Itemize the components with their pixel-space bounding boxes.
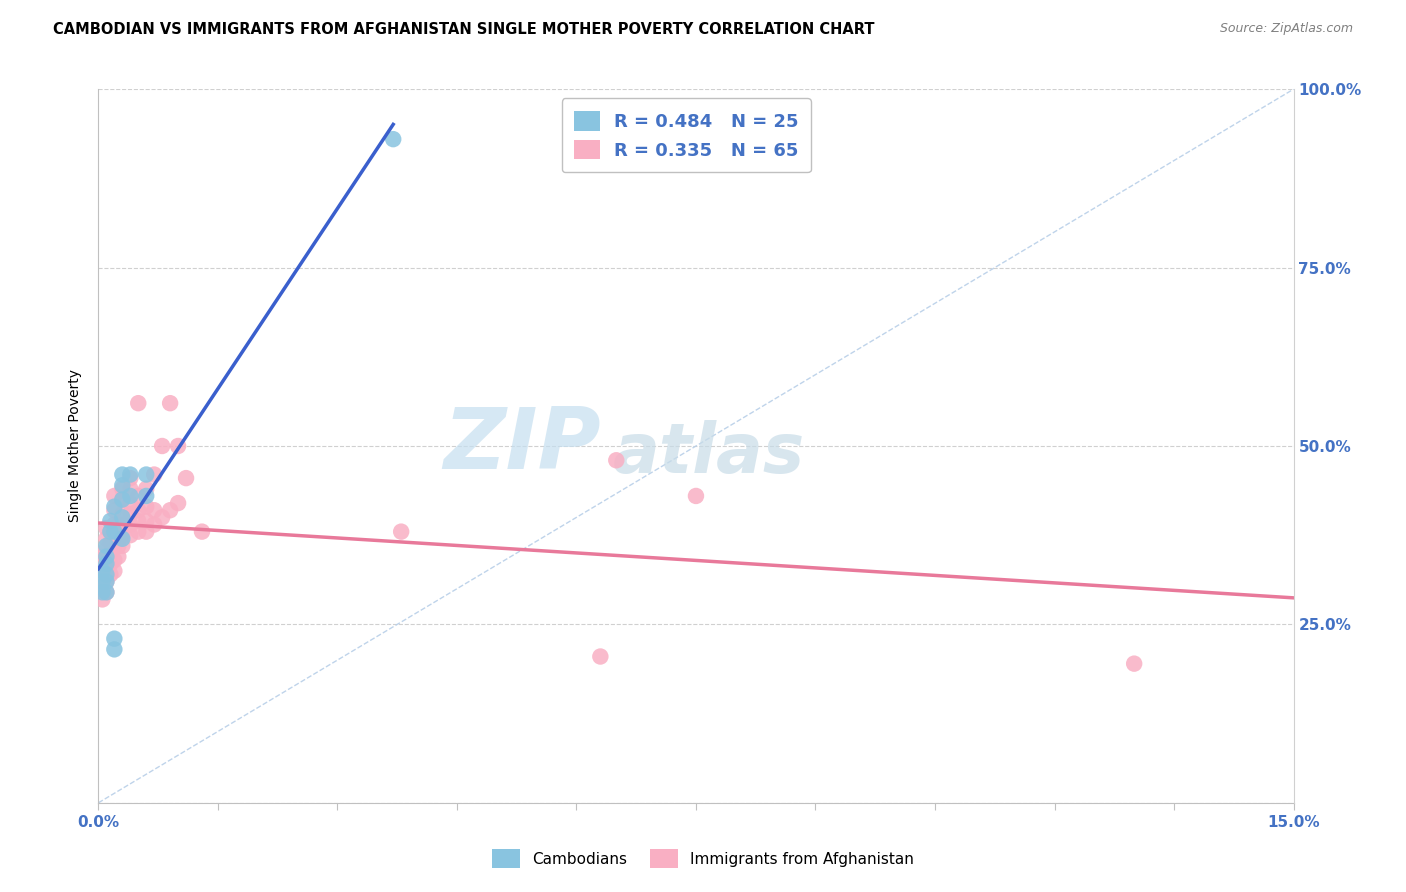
- Point: [382, 132, 405, 146]
- Point: [150, 439, 173, 453]
- Point: [103, 524, 125, 539]
- Point: [120, 467, 142, 482]
- Point: [98, 535, 122, 549]
- Point: [96, 585, 118, 599]
- Point: [111, 492, 134, 507]
- Point: [98, 546, 122, 560]
- Point: [111, 528, 134, 542]
- Point: [111, 517, 134, 532]
- Point: [143, 467, 166, 482]
- Point: [96, 542, 118, 557]
- Point: [91, 560, 114, 574]
- Text: Source: ZipAtlas.com: Source: ZipAtlas.com: [1219, 22, 1353, 36]
- Point: [98, 524, 122, 539]
- Point: [103, 642, 125, 657]
- Point: [120, 507, 142, 521]
- Point: [111, 478, 134, 492]
- Text: CAMBODIAN VS IMMIGRANTS FROM AFGHANISTAN SINGLE MOTHER POVERTY CORRELATION CHART: CAMBODIAN VS IMMIGRANTS FROM AFGHANISTAN…: [53, 22, 875, 37]
- Point: [174, 471, 197, 485]
- Point: [389, 524, 412, 539]
- Point: [150, 510, 173, 524]
- Legend: Cambodians, Immigrants from Afghanistan: Cambodians, Immigrants from Afghanistan: [486, 843, 920, 874]
- Point: [135, 467, 157, 482]
- Point: [96, 585, 118, 599]
- Point: [103, 564, 125, 578]
- Point: [135, 524, 157, 539]
- Y-axis label: Single Mother Poverty: Single Mother Poverty: [69, 369, 83, 523]
- Point: [96, 567, 118, 582]
- Point: [96, 553, 118, 567]
- Point: [159, 503, 181, 517]
- Point: [120, 471, 142, 485]
- Text: ZIP: ZIP: [443, 404, 600, 488]
- Point: [143, 503, 166, 517]
- Point: [96, 539, 118, 553]
- Point: [135, 489, 157, 503]
- Point: [111, 510, 134, 524]
- Point: [167, 496, 190, 510]
- Point: [98, 524, 122, 539]
- Point: [91, 564, 114, 578]
- Point: [589, 649, 612, 664]
- Point: [685, 489, 707, 503]
- Point: [135, 482, 157, 496]
- Point: [111, 492, 134, 507]
- Point: [96, 532, 118, 546]
- Point: [111, 539, 134, 553]
- Point: [135, 500, 157, 514]
- Point: [120, 489, 142, 503]
- Point: [120, 496, 142, 510]
- Point: [103, 489, 125, 503]
- Point: [111, 467, 134, 482]
- Point: [605, 453, 627, 467]
- Point: [96, 574, 118, 589]
- Point: [111, 507, 134, 521]
- Point: [98, 557, 122, 571]
- Point: [91, 549, 114, 564]
- Point: [127, 396, 149, 410]
- Point: [103, 539, 125, 553]
- Legend: R = 0.484   N = 25, R = 0.335   N = 65: R = 0.484 N = 25, R = 0.335 N = 65: [561, 98, 811, 172]
- Point: [111, 482, 134, 496]
- Point: [91, 592, 114, 607]
- Point: [96, 564, 118, 578]
- Point: [107, 549, 129, 564]
- Point: [103, 503, 125, 517]
- Point: [107, 517, 129, 532]
- Point: [98, 567, 122, 582]
- Point: [96, 549, 118, 564]
- Point: [127, 514, 149, 528]
- Point: [103, 632, 125, 646]
- Point: [127, 524, 149, 539]
- Point: [1123, 657, 1146, 671]
- Text: atlas: atlas: [613, 419, 804, 487]
- Point: [120, 482, 142, 496]
- Point: [107, 539, 129, 553]
- Point: [103, 528, 125, 542]
- Point: [96, 574, 118, 589]
- Point: [91, 585, 114, 599]
- Point: [107, 528, 129, 542]
- Point: [127, 489, 149, 503]
- Point: [167, 439, 190, 453]
- Point: [127, 503, 149, 517]
- Point: [91, 574, 114, 589]
- Point: [135, 514, 157, 528]
- Point: [103, 553, 125, 567]
- Point: [120, 528, 142, 542]
- Point: [96, 521, 118, 535]
- Point: [91, 582, 114, 596]
- Point: [103, 500, 125, 514]
- Point: [103, 517, 125, 532]
- Point: [111, 532, 134, 546]
- Point: [191, 524, 214, 539]
- Point: [96, 557, 118, 571]
- Point: [98, 514, 122, 528]
- Point: [143, 517, 166, 532]
- Point: [159, 396, 181, 410]
- Point: [120, 517, 142, 532]
- Point: [91, 571, 114, 585]
